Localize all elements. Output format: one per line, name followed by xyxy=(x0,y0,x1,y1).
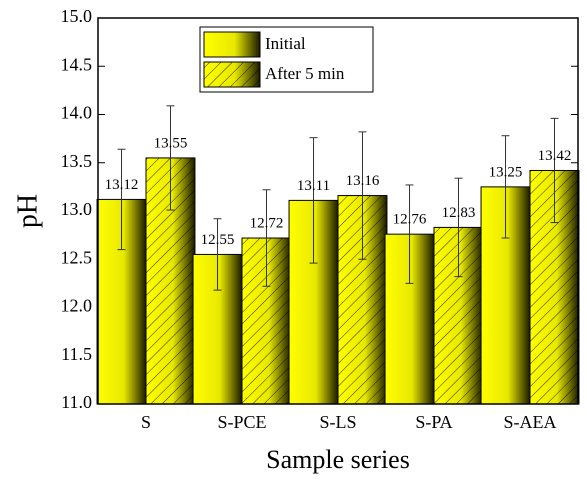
y-tick-label: 15.0 xyxy=(61,6,93,26)
value-label: 13.55 xyxy=(154,135,188,151)
y-tick-label: 11.0 xyxy=(61,392,92,412)
value-label: 12.76 xyxy=(393,212,427,228)
x-tick-label: S-AEA xyxy=(504,412,557,432)
plot-frame xyxy=(97,17,579,405)
value-label: 13.16 xyxy=(346,173,380,189)
x-tick-label: S-PCE xyxy=(217,412,266,432)
legend-hatch xyxy=(204,62,260,87)
x-tick-label: S xyxy=(141,412,151,432)
value-label: 12.55 xyxy=(201,232,235,248)
x-axis-label: Sample series xyxy=(266,445,410,474)
value-label: 13.42 xyxy=(538,148,572,164)
value-label: 13.11 xyxy=(297,178,330,194)
y-axis-label: pH xyxy=(12,194,43,228)
x-tick-label: S-PA xyxy=(415,412,452,432)
legend-label: Initial xyxy=(265,34,306,53)
y-tick-label: 14.0 xyxy=(61,103,93,123)
y-tick-label: 12.5 xyxy=(61,247,93,267)
x-tick-label: S-LS xyxy=(319,412,356,432)
y-tick-label: 13.0 xyxy=(61,199,93,219)
value-label: 13.12 xyxy=(105,177,139,193)
legend-swatch xyxy=(203,31,261,58)
y-tick-label: 12.0 xyxy=(61,296,93,316)
value-label: 13.25 xyxy=(489,164,523,180)
value-label: 12.72 xyxy=(250,215,284,231)
y-tick-label: 13.5 xyxy=(61,151,93,171)
y-tick-label: 14.5 xyxy=(61,54,93,74)
legend-label: After 5 min xyxy=(265,64,345,83)
y-tick-label: 11.5 xyxy=(61,344,92,364)
value-label: 12.83 xyxy=(442,205,476,221)
